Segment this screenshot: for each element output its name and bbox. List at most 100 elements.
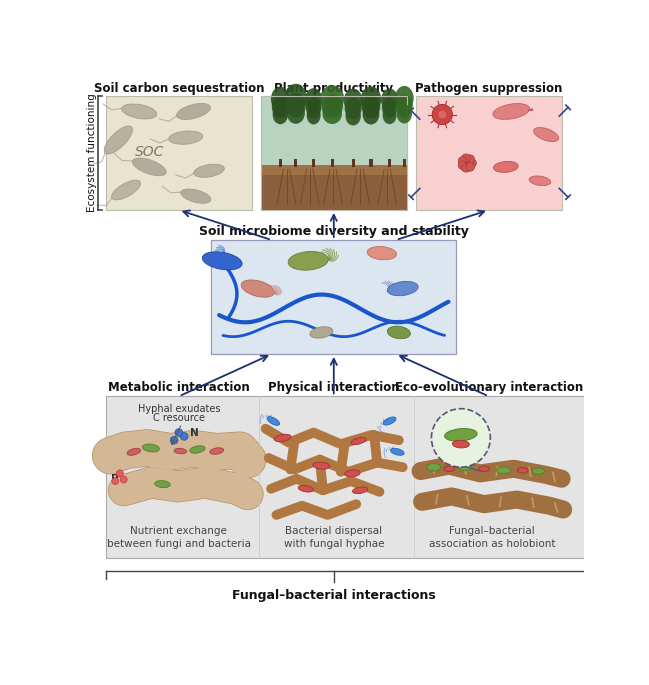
Ellipse shape <box>361 86 381 112</box>
Ellipse shape <box>383 106 397 124</box>
Circle shape <box>458 161 467 169</box>
Text: Fungal–bacterial interactions: Fungal–bacterial interactions <box>232 589 435 602</box>
Ellipse shape <box>363 105 380 125</box>
Ellipse shape <box>286 93 306 118</box>
Ellipse shape <box>306 97 321 118</box>
Ellipse shape <box>452 440 469 448</box>
Text: Metabolic interaction: Metabolic interaction <box>108 381 250 394</box>
Text: Fungal–bacterial
association as holobiont: Fungal–bacterial association as holobion… <box>428 525 555 549</box>
Text: Pathogen suppression: Pathogen suppression <box>415 82 563 95</box>
Text: Soil carbon sequestration: Soil carbon sequestration <box>93 82 264 95</box>
Ellipse shape <box>427 463 441 471</box>
Text: SOC: SOC <box>134 145 164 158</box>
Bar <box>261 165 407 175</box>
Ellipse shape <box>383 417 396 425</box>
Ellipse shape <box>391 448 404 456</box>
Circle shape <box>438 110 447 119</box>
Ellipse shape <box>533 127 559 142</box>
Ellipse shape <box>313 462 330 469</box>
Text: N: N <box>190 427 199 438</box>
Circle shape <box>432 105 452 125</box>
Circle shape <box>466 155 474 164</box>
Ellipse shape <box>381 88 398 112</box>
Bar <box>312 159 315 167</box>
Ellipse shape <box>351 438 366 445</box>
Bar <box>294 159 297 167</box>
Bar <box>106 397 587 558</box>
Ellipse shape <box>344 88 363 113</box>
Ellipse shape <box>479 466 489 471</box>
Circle shape <box>466 162 474 171</box>
Ellipse shape <box>493 103 530 119</box>
Ellipse shape <box>395 86 413 111</box>
Ellipse shape <box>190 446 205 453</box>
Circle shape <box>116 470 123 477</box>
Ellipse shape <box>288 251 328 270</box>
Ellipse shape <box>345 97 361 119</box>
Bar <box>261 96 407 210</box>
Ellipse shape <box>154 481 170 488</box>
Ellipse shape <box>272 96 289 118</box>
Bar <box>279 159 282 167</box>
Bar <box>261 96 407 210</box>
Text: C resource: C resource <box>153 413 205 423</box>
Bar <box>212 240 456 354</box>
Ellipse shape <box>305 88 322 112</box>
Ellipse shape <box>267 416 280 425</box>
Text: Bacterial dispersal
with fungal hyphae: Bacterial dispersal with fungal hyphae <box>284 525 384 549</box>
Ellipse shape <box>532 468 545 474</box>
Ellipse shape <box>299 486 313 492</box>
Ellipse shape <box>142 444 160 452</box>
Ellipse shape <box>387 326 410 339</box>
Ellipse shape <box>361 95 380 119</box>
Ellipse shape <box>321 85 344 112</box>
Ellipse shape <box>345 470 360 477</box>
Ellipse shape <box>127 448 141 456</box>
Text: P: P <box>110 474 118 484</box>
Ellipse shape <box>271 87 289 112</box>
Ellipse shape <box>367 247 397 260</box>
Ellipse shape <box>121 104 157 119</box>
Ellipse shape <box>382 97 397 118</box>
Text: Eco-evolutionary interaction: Eco-evolutionary interaction <box>395 381 583 394</box>
Circle shape <box>461 154 471 162</box>
Ellipse shape <box>444 466 455 471</box>
Ellipse shape <box>458 464 472 471</box>
Ellipse shape <box>445 429 477 441</box>
Text: Soil microbiome diversity and stability: Soil microbiome diversity and stability <box>199 225 469 238</box>
Ellipse shape <box>285 84 307 112</box>
Ellipse shape <box>396 95 413 117</box>
Circle shape <box>458 157 467 165</box>
Ellipse shape <box>112 180 141 200</box>
Bar <box>403 159 406 167</box>
Text: Ecosystem functioning: Ecosystem functioning <box>87 94 97 212</box>
Ellipse shape <box>310 327 333 338</box>
Ellipse shape <box>210 448 224 454</box>
Bar <box>261 165 407 210</box>
Ellipse shape <box>323 103 342 124</box>
Bar <box>352 159 355 167</box>
Ellipse shape <box>181 189 211 203</box>
Ellipse shape <box>352 487 368 494</box>
Bar <box>416 96 561 210</box>
Ellipse shape <box>387 282 418 296</box>
Circle shape <box>120 476 127 483</box>
Bar <box>388 159 391 167</box>
Ellipse shape <box>397 104 412 123</box>
Ellipse shape <box>517 468 528 473</box>
Ellipse shape <box>273 105 288 124</box>
Circle shape <box>175 429 182 436</box>
Ellipse shape <box>193 164 225 177</box>
Bar <box>261 96 407 210</box>
Ellipse shape <box>104 126 132 154</box>
Bar <box>331 159 334 167</box>
Ellipse shape <box>132 158 166 176</box>
Ellipse shape <box>493 162 518 173</box>
Circle shape <box>180 432 188 440</box>
Text: Physical interaction: Physical interaction <box>268 381 400 394</box>
Ellipse shape <box>174 448 186 453</box>
Circle shape <box>461 164 471 172</box>
Ellipse shape <box>241 280 275 297</box>
Ellipse shape <box>287 102 305 124</box>
Circle shape <box>170 436 178 444</box>
